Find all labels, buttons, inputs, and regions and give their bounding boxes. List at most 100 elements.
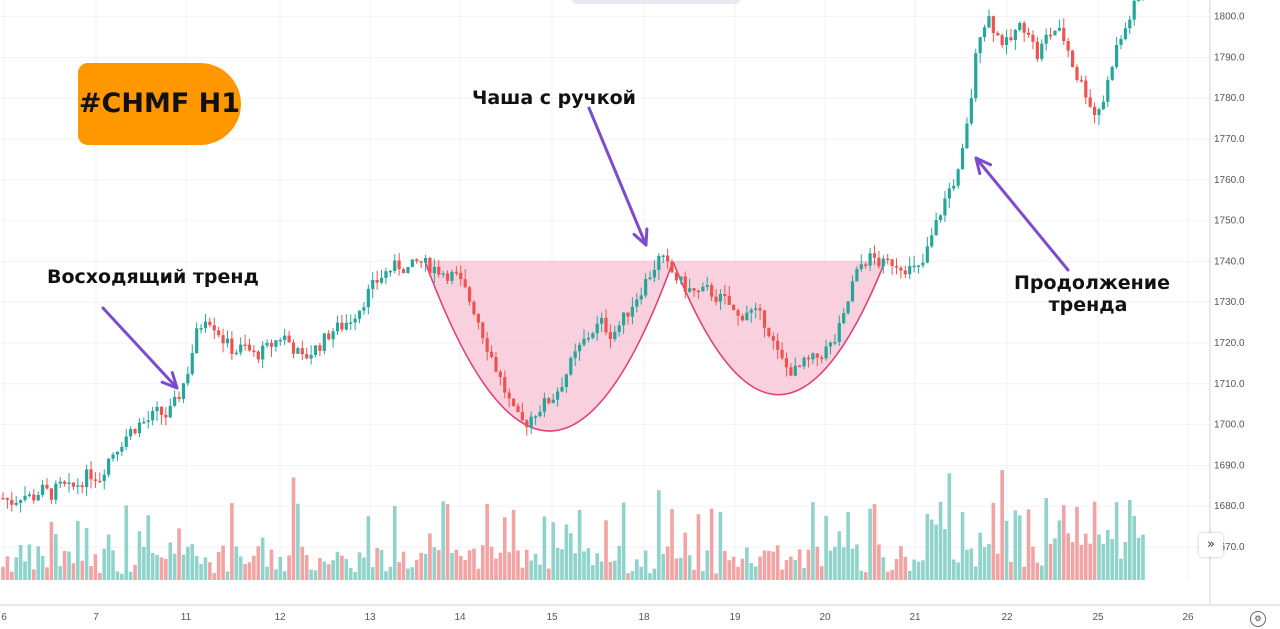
candle-body <box>463 279 467 288</box>
volume-bar <box>1079 544 1084 580</box>
settings-icon[interactable]: ⚙ <box>1250 611 1266 627</box>
candle-body <box>481 322 485 339</box>
volume-bar <box>296 503 300 580</box>
volume-bar <box>260 537 265 580</box>
toolbar-tab <box>572 0 740 4</box>
price-tick-label: 1770.0 <box>1214 134 1245 145</box>
candle-body <box>388 270 392 273</box>
volume-bar <box>1026 509 1031 580</box>
volume-bar <box>291 477 296 580</box>
volume-bar <box>1 566 5 580</box>
candle-body <box>613 331 617 340</box>
candle-body <box>881 258 885 267</box>
volume-bar <box>5 556 10 580</box>
candle-body <box>542 398 546 412</box>
volume-bar <box>454 549 459 580</box>
candle-body <box>1101 101 1105 110</box>
volume-bar <box>300 546 305 580</box>
volume-bar <box>1048 543 1053 580</box>
volume-bar <box>520 567 525 580</box>
candle-body <box>890 259 894 267</box>
candle-body <box>239 344 243 353</box>
candle-body <box>952 185 956 189</box>
volume-bar <box>436 550 441 580</box>
volume-bar <box>934 524 938 580</box>
volume-bar <box>1000 470 1004 580</box>
candle-body <box>828 342 833 347</box>
price-tick-label: 1700.0 <box>1214 420 1245 431</box>
candle-body <box>947 188 951 199</box>
date-tick-label: 25 <box>1092 612 1104 623</box>
candle-body <box>987 16 991 28</box>
volume-bar <box>973 566 978 580</box>
candle-body <box>14 502 18 505</box>
volume-bar <box>511 509 516 580</box>
volume-bar <box>58 566 63 580</box>
cup-outline <box>424 261 674 432</box>
candle-body <box>1136 0 1141 1</box>
candle-body <box>850 281 855 302</box>
volume-bar <box>859 570 864 580</box>
candle-body <box>173 396 177 406</box>
volume-bar <box>1123 541 1128 580</box>
volume-bar <box>723 550 727 580</box>
volume-bar <box>137 531 142 580</box>
candle-body <box>366 288 370 308</box>
volume-bar <box>705 550 710 580</box>
date-tick-label: 26 <box>1182 612 1194 623</box>
candle-body <box>525 420 529 428</box>
candle-body <box>441 273 445 275</box>
cup-and-handle-pattern <box>424 260 886 432</box>
candle-body <box>45 484 49 489</box>
candle-body <box>203 321 208 329</box>
candle-body <box>767 327 771 337</box>
volume-bar <box>885 571 890 580</box>
ticker-badge-text: #CHMF H1 <box>78 88 241 119</box>
volume-bar <box>604 520 608 580</box>
candle-body <box>379 277 384 283</box>
candle-body <box>1 498 5 500</box>
candle-body <box>899 267 903 271</box>
candle-body <box>745 312 749 321</box>
candle-body <box>811 353 815 360</box>
volume-bar <box>485 503 489 580</box>
volume-bar <box>115 571 120 580</box>
candle-body <box>362 307 366 311</box>
volume-bar <box>392 505 397 580</box>
candle-body <box>701 286 705 292</box>
candle-body <box>718 293 723 302</box>
candle-body <box>533 416 538 418</box>
volume-bar <box>639 566 644 580</box>
candle-body <box>322 333 326 351</box>
volume-bar <box>929 519 934 580</box>
candle-body <box>1128 19 1132 29</box>
volume-bar <box>388 566 393 580</box>
volume-bar <box>502 517 507 580</box>
volume-bar <box>1066 533 1070 580</box>
volume-bar <box>221 545 225 580</box>
volume-bar <box>23 561 27 580</box>
volume-bar <box>613 560 617 580</box>
date-tick-label: 12 <box>274 612 286 623</box>
candle-body <box>789 367 793 376</box>
volume-bar <box>542 516 547 580</box>
volume-bar <box>1075 506 1079 580</box>
candle-body <box>340 322 344 330</box>
candle-body <box>190 353 194 374</box>
volume-bar <box>524 549 529 580</box>
volume-bar <box>753 566 758 580</box>
candle-body <box>842 313 846 324</box>
candle-body <box>679 276 683 281</box>
volume-bar <box>362 557 366 580</box>
candle-body <box>516 405 520 413</box>
volume-bar <box>76 520 80 580</box>
price-tick-label: 1730.0 <box>1214 297 1245 308</box>
candle-body <box>1079 79 1083 82</box>
volume-bar <box>133 564 137 580</box>
volume-bar <box>190 544 195 580</box>
candle-body <box>19 500 23 503</box>
volume-bar <box>811 502 815 580</box>
candle-body <box>247 344 252 351</box>
date-tick-label: 18 <box>638 612 650 623</box>
scroll-to-realtime-button[interactable]: » <box>1199 533 1223 557</box>
